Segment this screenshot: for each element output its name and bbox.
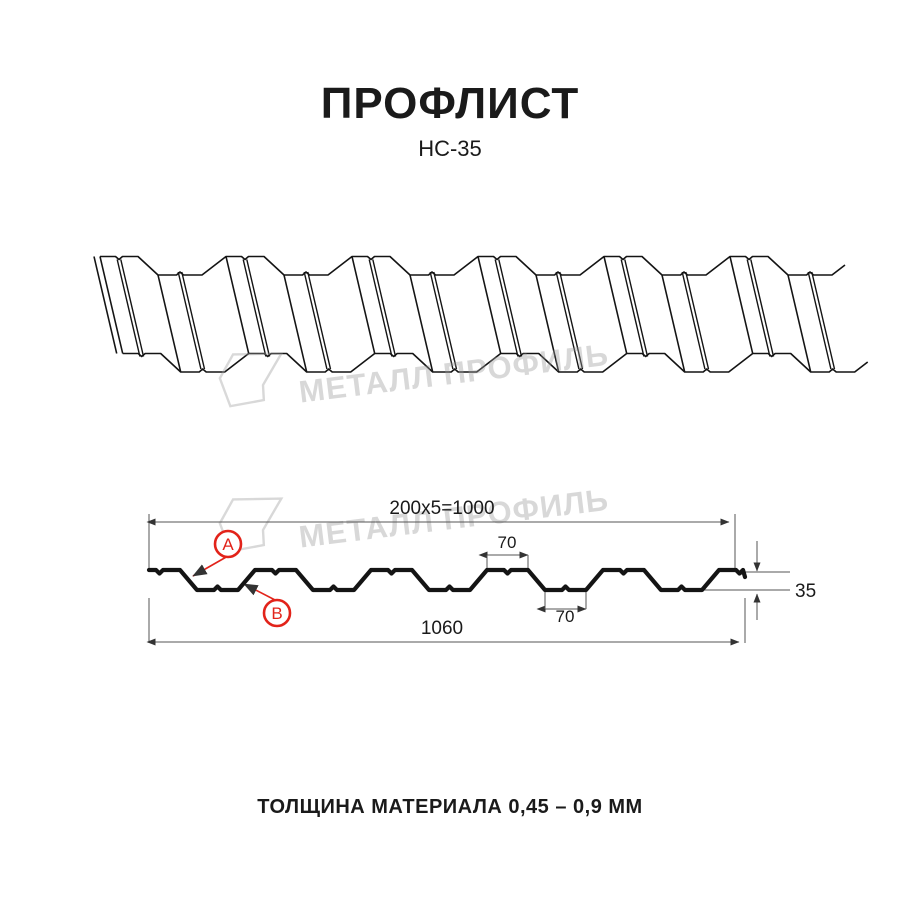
svg-text:МЕТАЛЛ ПРОФИЛЬ: МЕТАЛЛ ПРОФИЛЬ bbox=[297, 337, 611, 410]
svg-text:70: 70 bbox=[556, 607, 575, 626]
svg-text:B: B bbox=[271, 604, 282, 623]
svg-text:200x5=1000: 200x5=1000 bbox=[389, 498, 494, 519]
svg-text:35: 35 bbox=[795, 581, 816, 602]
svg-text:1060: 1060 bbox=[421, 618, 463, 639]
svg-text:A: A bbox=[222, 535, 234, 554]
svg-text:70: 70 bbox=[498, 533, 517, 552]
